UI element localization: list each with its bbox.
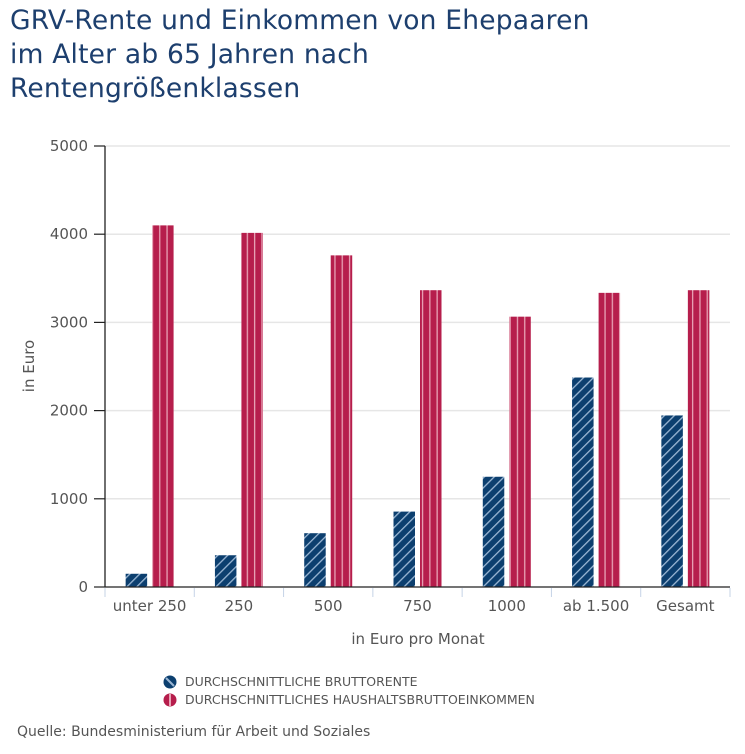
- bar-rente: [661, 415, 683, 587]
- bar-chart: 0 1000 2000 3000 4000 5000 unter 250 250 500 750…: [20, 137, 731, 648]
- bars: [125, 225, 710, 588]
- legend-label-rente: DURCHSCHNITTLICHE BRUTTORENTE: [185, 674, 418, 689]
- y-tick-label: 3000: [50, 313, 88, 331]
- y-axis-title: in Euro: [20, 340, 38, 392]
- source-note: Quelle: Bundesministerium für Arbeit und…: [17, 724, 371, 740]
- legend-label-einkommen: DURCHSCHNITTLICHES HAUSHALTSBRUTTOEINKOM…: [185, 692, 535, 707]
- y-tick-label: 1000: [50, 490, 88, 508]
- chart-title-line-3: Rentengrößenklassen: [10, 73, 301, 104]
- x-axis-title: in Euro pro Monat: [351, 630, 484, 648]
- bar-rente: [393, 511, 415, 587]
- x-tick-label: 250: [225, 597, 254, 615]
- legend-item-rente: DURCHSCHNITTLICHE BRUTTORENTE: [163, 673, 535, 691]
- x-axis-ticks: unter 250 250 500 750 1000 ab 1.500 Gesamt: [104, 588, 731, 615]
- x-tick-label: unter 250: [113, 597, 187, 615]
- axes: [104, 146, 730, 588]
- legend-item-einkommen: DURCHSCHNITTLICHES HAUSHALTSBRUTTOEINKOM…: [163, 691, 535, 709]
- bar-rente: [572, 377, 594, 587]
- bar-einkommen: [330, 255, 353, 588]
- bar-einkommen: [152, 225, 174, 587]
- bar-rente: [482, 476, 505, 587]
- grid-lines: [105, 145, 730, 500]
- x-tick-label: 500: [314, 597, 343, 615]
- bar-rente: [214, 555, 237, 587]
- y-tick-label: 2000: [50, 402, 88, 420]
- bar-rente: [304, 533, 326, 587]
- chart-title-line-2: im Alter ab 65 Jahren nach: [10, 39, 370, 70]
- legend-swatch-einkommen-icon: [163, 693, 177, 707]
- chart-title-line-1: GRV-Rente und Einkommen von Ehepaaren: [10, 5, 590, 36]
- x-tick-label: Gesamt: [656, 597, 714, 615]
- bar-einkommen: [420, 290, 442, 587]
- y-axis-ticks: 0 1000 2000 3000 4000 5000: [50, 137, 105, 596]
- y-tick-label: 0: [78, 578, 88, 596]
- x-tick-label: 750: [403, 597, 432, 615]
- y-tick-label: 4000: [50, 225, 88, 243]
- bar-einkommen: [509, 316, 531, 587]
- bar-rente: [125, 573, 148, 587]
- legend-swatch-rente-icon: [163, 675, 177, 689]
- bar-einkommen: [687, 290, 710, 587]
- x-tick-label: 1000: [488, 597, 526, 615]
- bar-einkommen: [598, 292, 621, 587]
- y-tick-label: 5000: [50, 137, 88, 155]
- legend: DURCHSCHNITTLICHE BRUTTORENTE DURCHSCHNI…: [163, 673, 535, 709]
- bar-einkommen: [241, 232, 263, 587]
- x-tick-label: ab 1.500: [563, 597, 629, 615]
- chart-title: GRV-Rente und Einkommen von Ehepaaren im…: [10, 4, 730, 106]
- legend-stripe-rente: [165, 677, 175, 687]
